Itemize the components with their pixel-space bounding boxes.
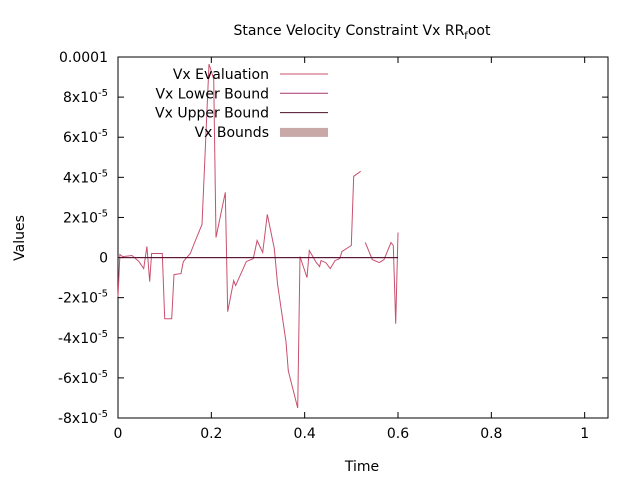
x-tick-label: 0.4 [294, 426, 316, 442]
series-layer [117, 63, 399, 409]
legend-swatch [280, 127, 328, 137]
y-tick-mantissa: -6x10 [58, 371, 98, 387]
y-tick-label: 0 [99, 251, 108, 267]
y-tick-label: 2x10-5 [63, 208, 108, 226]
series-line-0 [117, 63, 399, 409]
x-tick-label: 0.6 [387, 426, 409, 442]
chart-title: Stance Velocity Constraint Vx RRfoot [234, 23, 491, 42]
legend-label: Vx Evaluation [173, 67, 269, 83]
y-tick-value: 0.0001 [59, 50, 108, 66]
y-tick-label: 6x10-5 [63, 128, 108, 146]
y-tick-mantissa: 6x10 [63, 130, 98, 146]
y-tick-mantissa: 2x10 [63, 210, 98, 226]
y-tick-exponent: -5 [98, 329, 108, 340]
x-axis-label: Time [344, 459, 379, 475]
x-tick-label: 0 [114, 426, 123, 442]
legend: Vx Evaluation Vx Lower Bound Vx Upper Boun… [155, 67, 328, 141]
x-tick-label: 0.2 [200, 426, 222, 442]
y-tick-exponent: -5 [98, 409, 108, 420]
y-tick-mantissa: -2x10 [58, 291, 98, 307]
y-tick-label: -4x10-5 [58, 329, 108, 347]
y-tick-exponent: -5 [98, 369, 108, 380]
y-axis: 0.00018x10-56x10-54x10-52x10-50-2x10-5-4… [58, 50, 608, 427]
y-tick-mantissa: -8x10 [58, 411, 98, 427]
y-tick-exponent: -5 [98, 88, 108, 99]
y-tick-exponent: -5 [98, 168, 108, 179]
x-tick-label: 1 [580, 426, 589, 442]
y-axis-label: Values [12, 215, 28, 261]
plot-frame [117, 56, 609, 419]
y-tick-label: -6x10-5 [58, 369, 108, 387]
legend-label: Vx Upper Bound [155, 106, 269, 122]
y-tick-label: -8x10-5 [58, 409, 108, 427]
legend-label: Vx Bounds [195, 125, 269, 141]
y-tick-label: 8x10-5 [63, 88, 108, 106]
x-axis: 0 0.2 0.4 0.6 0.8 1 [114, 57, 589, 442]
y-tick-mantissa: 4x10 [63, 170, 98, 186]
y-tick-exponent: -5 [98, 128, 108, 139]
x-tick-label: 0.8 [480, 426, 502, 442]
y-tick-value: 0 [99, 251, 108, 267]
y-tick-label: 4x10-5 [63, 168, 108, 186]
y-tick-mantissa: -4x10 [58, 331, 98, 347]
y-tick-mantissa: 8x10 [63, 90, 98, 106]
y-tick-label: -2x10-5 [58, 289, 108, 307]
y-tick-label: 0.0001 [59, 50, 108, 66]
y-tick-exponent: -5 [98, 289, 108, 300]
y-tick-exponent: -5 [98, 208, 108, 219]
legend-label: Vx Lower Bound [155, 86, 269, 102]
